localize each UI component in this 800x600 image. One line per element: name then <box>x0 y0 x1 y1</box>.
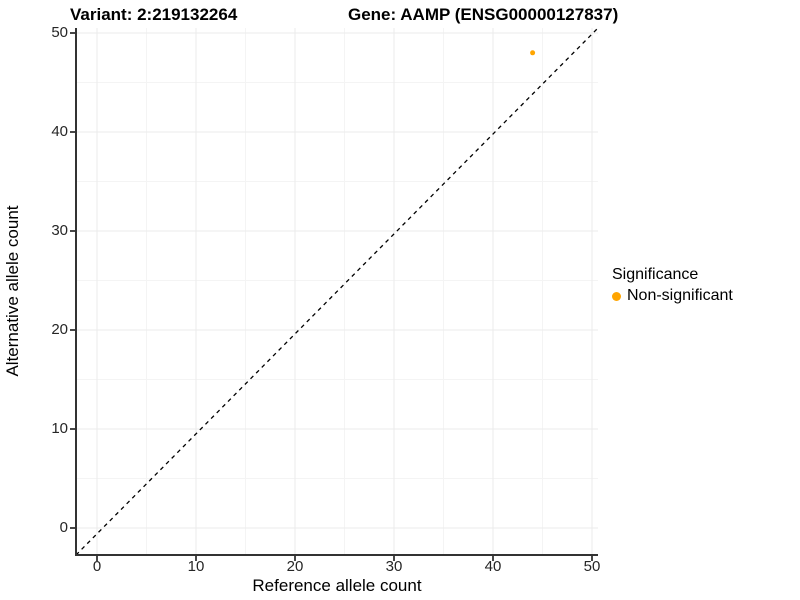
x-tick-label: 0 <box>92 558 102 575</box>
legend-point-icon <box>612 291 621 301</box>
y-tick-label: 20 <box>51 321 68 338</box>
y-tick-label: 40 <box>51 123 68 140</box>
legend: Significance Non-significant <box>612 266 733 305</box>
x-tick-label: 10 <box>187 558 205 575</box>
x-tick-label: 20 <box>286 558 304 575</box>
legend-title: Significance <box>612 266 699 283</box>
data-point <box>530 50 536 56</box>
x-axis-title: Reference allele count <box>252 576 422 595</box>
y-tick-label: 0 <box>59 519 68 536</box>
y-tick-label: 10 <box>51 420 68 437</box>
y-tick-label: 30 <box>51 222 68 239</box>
plot-title-gene: Gene: AAMP (ENSG00000127837) <box>348 5 619 24</box>
y-axis-title: Alternative allele count <box>3 205 22 377</box>
identity-dashed-line <box>75 27 599 556</box>
x-tick-label: 50 <box>583 558 601 575</box>
y-tick-label: 50 <box>51 24 68 41</box>
plot-title-variant: Variant: 2:219132264 <box>70 5 238 24</box>
legend-item-label: Non-significant <box>627 287 733 304</box>
legend-item: Non-significant <box>612 287 733 305</box>
x-tick-label: 30 <box>385 558 403 575</box>
x-tick-label: 40 <box>484 558 502 575</box>
